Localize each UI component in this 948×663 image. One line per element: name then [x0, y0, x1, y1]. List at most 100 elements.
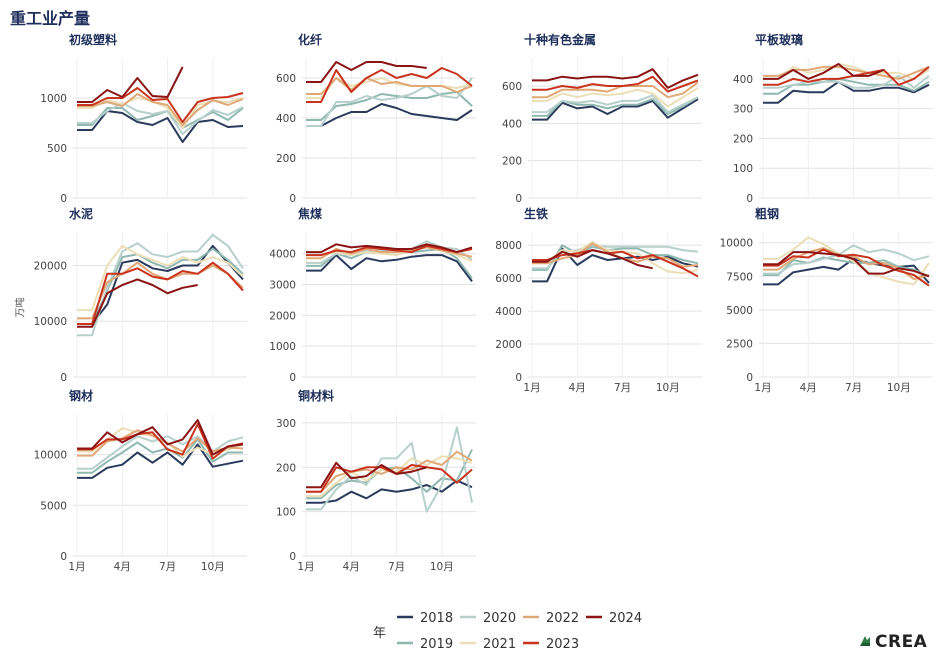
panel-3: 十种有色金属 0 200 400 600 — [502, 32, 702, 205]
y-tick-label: 600 — [502, 81, 522, 93]
series-line-2020 — [532, 94, 699, 114]
y-tick-label: 0 — [515, 372, 522, 384]
series-line-2018 — [306, 479, 473, 504]
series-line-2020 — [763, 244, 930, 275]
series-line-2020 — [77, 233, 244, 337]
y-tick-label: 0 — [60, 372, 67, 384]
series-line-2019 — [532, 96, 699, 117]
y-tick-label: 100 — [733, 163, 753, 175]
panel-1: 初级塑料 0 500 1000 — [40, 32, 247, 205]
series-line-2020 — [306, 77, 473, 127]
series-line-2023 — [763, 248, 930, 287]
panel-title: 粗钢 — [755, 206, 779, 221]
series-line-2021 — [532, 240, 699, 275]
series-line-2022 — [306, 77, 473, 95]
y-tick-label: 0 — [515, 193, 522, 205]
y-tick-label: 2500 — [726, 338, 753, 350]
panel-title: 钢材 — [69, 388, 93, 403]
y-tick-label: 400 — [502, 118, 522, 130]
page-title: 重工业产量 — [10, 9, 91, 28]
y-tick-label: 300 — [276, 418, 296, 430]
x-tick-label: 7月 — [614, 382, 631, 394]
panel-title: 化纤 — [298, 32, 322, 47]
series-line-2018 — [763, 80, 930, 104]
series-line-2023 — [306, 244, 473, 257]
series-line-2024 — [77, 278, 198, 328]
x-tick-label: 4月 — [343, 561, 360, 573]
panel-10: 铜材料 0 100 200 300 1月 4月 7月 10月 — [276, 388, 476, 573]
panel-7: 生铁 0 2000 4000 6000 8000 1月 4月 7月 10月 — [495, 206, 702, 394]
y-tick-label: 5000 — [726, 305, 753, 317]
crea-logo-mark-icon — [858, 633, 872, 647]
x-tick-label: 1月 — [523, 382, 540, 394]
legend-label-2019: 2019 — [420, 637, 453, 652]
crea-logo-text: CREA — [875, 632, 928, 652]
series-line-2024 — [77, 66, 184, 103]
y-tick-label: 4000 — [269, 249, 296, 261]
panel-4: 平板玻璃 0 100 200 300 400 — [733, 32, 933, 205]
series-line-2024 — [306, 61, 427, 83]
y-tick-label: 400 — [276, 113, 296, 125]
y-tick-label: 6000 — [495, 273, 522, 285]
series-line-2023 — [532, 249, 699, 278]
series-line-2018 — [306, 254, 473, 283]
panel-8: 粗钢 0 2500 5000 7500 10000 1月 4月 7月 10月 — [720, 206, 933, 394]
y-tick-label: 4000 — [495, 306, 522, 318]
y-tick-label: 200 — [502, 156, 522, 168]
y-tick-label: 600 — [276, 73, 296, 85]
y-tick-label: 0 — [289, 193, 296, 205]
y-tick-label: 500 — [47, 143, 67, 155]
y-tick-label: 400 — [733, 74, 753, 86]
y-tick-label: 300 — [733, 104, 753, 116]
legend-label-2022: 2022 — [546, 611, 579, 626]
series-line-2024 — [532, 68, 699, 89]
y-tick-label: 2000 — [269, 310, 296, 322]
legend-label-2020: 2020 — [483, 611, 516, 626]
panel-5: 水泥 0 10000 20000 — [34, 206, 247, 384]
series-line-2024 — [306, 243, 473, 254]
series-line-2024 — [763, 251, 930, 278]
series-line-2019 — [306, 91, 473, 121]
y-tick-label: 5000 — [40, 500, 67, 512]
series-line-2022 — [77, 93, 244, 126]
series-line-2023 — [77, 261, 244, 325]
panel-6: 焦煤 0 1000 2000 3000 4000 — [269, 206, 476, 384]
y-tick-label: 10000 — [34, 316, 67, 328]
y-tick-label: 10000 — [720, 238, 753, 250]
y-tick-label: 1000 — [269, 341, 296, 353]
series-line-2021 — [532, 87, 699, 108]
x-tick-label: 7月 — [388, 561, 405, 573]
y-tick-label: 0 — [289, 551, 296, 563]
legend-title: 年 — [373, 626, 387, 641]
y-tick-label: 0 — [60, 193, 67, 205]
series-line-2021 — [77, 244, 244, 312]
series-line-2018 — [77, 244, 244, 325]
series-line-2018 — [306, 103, 473, 127]
y-tick-label: 0 — [289, 372, 296, 384]
y-tick-label: 200 — [733, 133, 753, 145]
panel-title: 铜材料 — [298, 388, 334, 403]
y-tick-label: 7500 — [726, 271, 753, 283]
x-tick-label: 10月 — [201, 561, 225, 573]
x-tick-label: 10月 — [887, 382, 911, 394]
y-tick-label: 200 — [276, 462, 296, 474]
legend-label-2018: 2018 — [420, 611, 453, 626]
panel-title: 水泥 — [69, 206, 93, 221]
legend-label-2024: 2024 — [609, 611, 642, 626]
x-tick-label: 1月 — [68, 561, 85, 573]
legend-label-2021: 2021 — [483, 637, 516, 652]
panel-title: 平板玻璃 — [755, 32, 803, 47]
y-tick-label: 2000 — [495, 339, 522, 351]
series-line-2023 — [77, 423, 244, 460]
x-tick-label: 7月 — [845, 382, 862, 394]
y-tick-label: 100 — [276, 507, 296, 519]
series-line-2019 — [77, 438, 243, 474]
x-tick-label: 4月 — [800, 382, 817, 394]
legend: 2018 2019 2020 2021 2022 2023 2024 — [397, 611, 642, 652]
panel-title: 初级塑料 — [69, 32, 117, 47]
series-line-2024 — [532, 249, 653, 270]
x-tick-label: 10月 — [430, 561, 454, 573]
x-tick-label: 4月 — [569, 382, 586, 394]
series-line-2022 — [77, 261, 244, 320]
y-tick-label: 1000 — [40, 93, 67, 105]
